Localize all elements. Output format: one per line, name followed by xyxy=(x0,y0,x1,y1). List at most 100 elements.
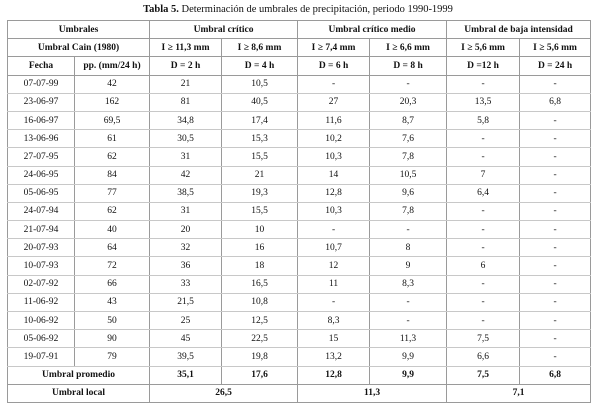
table-cell: - xyxy=(519,220,592,240)
table-cell: 42 xyxy=(149,165,223,185)
table-cell: 36 xyxy=(149,256,223,276)
table-cell: 10,3 xyxy=(297,147,371,167)
table-cell: 20-07-93 xyxy=(7,238,75,258)
table-cell: - xyxy=(519,110,592,131)
table-cell: 9,9 xyxy=(369,347,448,367)
table-cell: 24-07-94 xyxy=(7,201,75,222)
table-cell: - xyxy=(519,147,592,167)
table-row: 10-06-92 50 25 12,5 8,3- - - xyxy=(7,310,592,331)
table-cell: 10,5 xyxy=(369,165,448,185)
table-cell: 13-06-96 xyxy=(7,129,75,149)
table-cell: 30,5 xyxy=(149,129,223,149)
table-row: Umbrales Umbral crítico Umbral crítico med… xyxy=(6,19,592,40)
table-cell: 16 xyxy=(221,238,299,258)
table-cell: Umbral crítico xyxy=(149,19,299,40)
table-row: 24-06-95 84 42 21 14 10,5 7- xyxy=(7,165,592,185)
table-cell: 64 xyxy=(73,238,151,258)
table-cell: 21 xyxy=(221,165,299,185)
title-text: Determinación de umbrales de precipitaci… xyxy=(181,4,453,15)
table-cell: 62 xyxy=(73,147,151,167)
table-cell: 15,3 xyxy=(221,129,299,149)
table-cell: 7,1 xyxy=(446,383,592,403)
table-cell: D = 2 h xyxy=(149,56,223,76)
table-cell: 7,5 xyxy=(446,365,521,385)
table-cell: 24-06-95 xyxy=(7,165,75,185)
threshold-table: Umbrales Umbral crítico Umbral crítico med… xyxy=(6,19,592,403)
table-cell: I ≥ 7,4 mm xyxy=(297,38,371,58)
table-row: 10-07-93 72 36 18 12 9 6- xyxy=(7,256,592,276)
table-cell: 69,5 xyxy=(73,110,151,131)
table-cell: Umbrales xyxy=(6,19,151,40)
title-label: Tabla 5. xyxy=(143,4,179,15)
table-cell: - xyxy=(519,129,592,149)
table-cell: D =12 h xyxy=(446,56,521,76)
table-cell: 6,8 xyxy=(519,365,592,385)
table-cell: 77 xyxy=(73,183,151,203)
table-row: 23-06-97 162 81 40,5 27 20,3 13,5 6,8 xyxy=(7,92,592,112)
table-row: 11-06-92 43 21,5 10,8- - - - xyxy=(7,292,592,313)
table-cell: 11-06-92 xyxy=(7,292,75,313)
table-title: Tabla 5. Determinación de umbrales de pr… xyxy=(0,0,596,20)
table-cell: 35,1 xyxy=(149,365,223,385)
table-cell: pp. (mm/24 h) xyxy=(73,56,151,76)
table-cell: 43 xyxy=(73,292,151,313)
table-cell: 7,8 xyxy=(369,147,448,167)
table-cell: Umbral de baja intensidad xyxy=(446,19,592,40)
table-cell: 21-07-94 xyxy=(7,220,75,240)
table-cell: 6,8 xyxy=(519,92,592,112)
table-row: 27-07-95 62 31 15,5 10,3 7,8- - xyxy=(7,147,592,167)
table-cell: - xyxy=(519,256,592,276)
table-cell: 13,2 xyxy=(297,347,371,367)
table-cell: 6,6 xyxy=(446,347,521,367)
table-cell: 72 xyxy=(73,256,151,276)
table-cell: - xyxy=(519,329,592,349)
table-cell: 10,8 xyxy=(221,292,299,313)
table-cell: D = 24 h xyxy=(519,56,592,76)
table-cell: 31 xyxy=(149,201,223,222)
table-cell: Umbral promedio xyxy=(6,365,151,385)
table-cell: - xyxy=(446,274,521,294)
table-cell: 11,3 xyxy=(369,329,448,349)
table-cell: - xyxy=(446,147,521,167)
table-cell: 25 xyxy=(149,310,223,331)
table-cell: - xyxy=(297,74,371,94)
table-cell: - xyxy=(446,220,521,240)
table-cell: 61 xyxy=(73,129,151,149)
table-cell: 7,6 xyxy=(369,129,448,149)
table-cell: Umbral crítico medio xyxy=(297,19,448,40)
table-cell: 26,5 xyxy=(149,383,299,403)
table-cell: 34,8 xyxy=(149,110,223,131)
table-cell: D = 6 h xyxy=(297,56,371,76)
table-cell: 38,5 xyxy=(149,183,223,203)
table-cell: 162 xyxy=(73,92,151,112)
table-cell: I ≥ 11,3 mm xyxy=(149,38,223,58)
table-cell: Fecha xyxy=(7,56,75,76)
table-cell: 7 xyxy=(446,165,521,185)
table-cell: 33 xyxy=(149,274,223,294)
table-cell: 16,5 xyxy=(221,274,299,294)
table-cell: 10,5 xyxy=(221,74,299,94)
table-cell: 8,7 xyxy=(369,110,448,131)
table-row: 05-06-92 90 45 22,5 15 11,3 7,5- xyxy=(7,329,592,349)
table-cell: - xyxy=(519,201,592,222)
table-cell: 10,2 xyxy=(297,129,371,149)
table-cell: 14 xyxy=(297,165,371,185)
table-cell: - xyxy=(369,292,448,313)
table-cell: 40,5 xyxy=(221,92,299,112)
table-cell: 02-07-92 xyxy=(7,274,75,294)
table-cell: 50 xyxy=(73,310,151,331)
table-cell: 84 xyxy=(73,165,151,185)
table-cell: 8 xyxy=(369,238,448,258)
table-cell: 17,4 xyxy=(221,110,299,131)
table-cell: Umbral Cain (1980) xyxy=(6,38,151,58)
table-cell: I ≥ 5,6 mm xyxy=(446,38,521,58)
table-cell: - xyxy=(519,274,592,294)
table-cell: - xyxy=(446,129,521,149)
table-cell: 10,7 xyxy=(297,238,371,258)
table-cell: 07-07-99 xyxy=(7,74,75,94)
table-cell: - xyxy=(519,74,592,94)
table-cell: - xyxy=(369,220,448,240)
table-cell: 45 xyxy=(149,329,223,349)
